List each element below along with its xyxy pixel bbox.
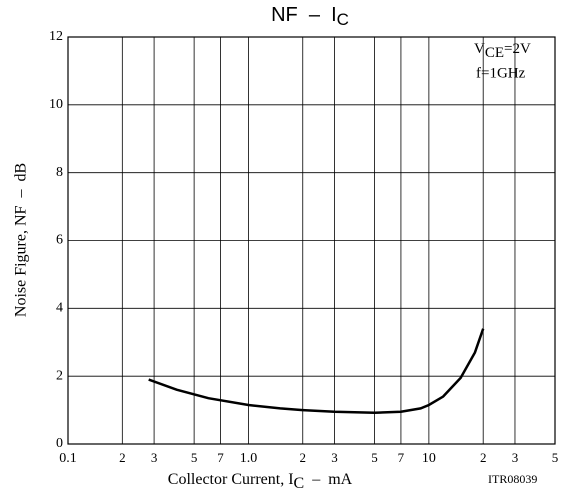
- data-line: [148, 328, 485, 415]
- x-tick-label: 5: [191, 450, 198, 465]
- y-tick-label: 4: [56, 301, 63, 316]
- x-tick-label: 1.0: [240, 451, 258, 466]
- x-label-main: Collector Current, I: [168, 471, 294, 488]
- x-label-unit: – mA: [304, 471, 352, 488]
- x-label-sub: C: [294, 475, 305, 492]
- plot-frame: [67, 36, 556, 445]
- x-tick-label: 2: [300, 450, 307, 465]
- x-tick-label: 0.1: [59, 451, 77, 466]
- x-tick-label: 3: [512, 450, 519, 465]
- x-tick-label: 5: [552, 450, 559, 465]
- y-tick-label: 8: [56, 165, 63, 180]
- x-tick-label: 5: [371, 450, 378, 465]
- y-tick-label: 0: [56, 436, 63, 451]
- annotation: f=1GHz: [476, 65, 526, 81]
- figure-id: ITR08039: [488, 472, 537, 486]
- title-sub: C: [337, 10, 349, 29]
- x-tick-label: 10: [422, 451, 436, 466]
- y-tick-label: 6: [56, 233, 63, 248]
- x-tick-label: 7: [217, 450, 224, 465]
- y-tick-label: 12: [49, 29, 63, 44]
- title-main: NF – I: [271, 4, 337, 26]
- annotation-part: V: [474, 41, 485, 57]
- annotation: VCE=2V: [474, 41, 531, 61]
- y-axis-label: Noise Figure, NF – dB: [13, 163, 30, 317]
- x-axis-label: Collector Current, IC – mA: [168, 471, 353, 492]
- y-tick-label: 10: [49, 97, 63, 112]
- y-tick-label: 2: [56, 368, 63, 383]
- annotation-sub: CE: [485, 45, 504, 61]
- x-tick-label: 3: [151, 450, 158, 465]
- annotation-part: =2V: [504, 41, 531, 57]
- x-tick-label: 7: [398, 450, 405, 465]
- chart-title: NF – IC: [271, 4, 349, 29]
- x-tick-label: 2: [119, 450, 126, 465]
- x-tick-label: 3: [331, 450, 338, 465]
- x-tick-label: 2: [480, 450, 487, 465]
